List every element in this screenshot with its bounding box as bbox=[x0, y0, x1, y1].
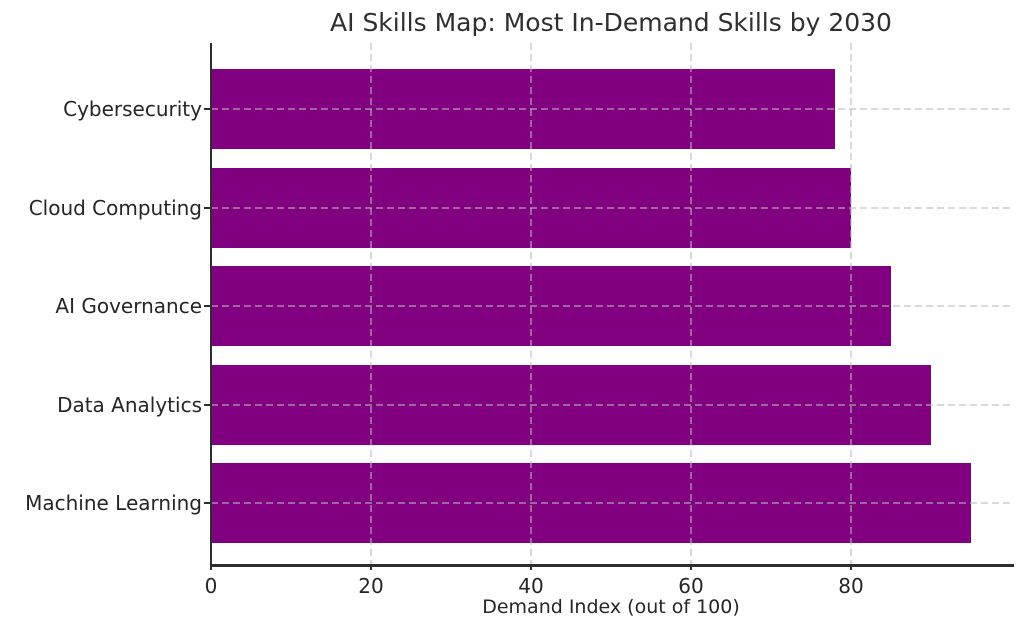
y-label-data-analytics: Data Analytics bbox=[57, 392, 202, 417]
y-tick-cloud-computing bbox=[204, 206, 211, 209]
y-label-ai-governance: AI Governance bbox=[55, 294, 202, 318]
x-tick-label-20: 20 bbox=[358, 574, 384, 598]
x-gridline-40 bbox=[530, 43, 532, 564]
x-gridline-80 bbox=[850, 43, 852, 564]
y-gridline-cybersecurity bbox=[211, 108, 1011, 110]
x-tick-80 bbox=[850, 564, 852, 570]
y-gridline-ai-governance bbox=[211, 305, 1011, 307]
x-tick-60 bbox=[690, 564, 692, 570]
x-tick-label-40: 40 bbox=[518, 574, 544, 598]
x-tick-40 bbox=[530, 564, 532, 570]
y-gridline-machine-learning bbox=[211, 502, 1011, 504]
y-label-cloud-computing: Cloud Computing bbox=[28, 195, 202, 220]
x-axis-label: Demand Index (out of 100) bbox=[482, 596, 740, 618]
y-label-machine-learning: Machine Learning bbox=[25, 491, 202, 515]
y-label-cybersecurity: Cybersecurity bbox=[63, 97, 202, 121]
chart-title: AI Skills Map: Most In-Demand Skills by … bbox=[330, 8, 892, 37]
x-tick-label-60: 60 bbox=[678, 574, 704, 598]
y-gridline-data-analytics bbox=[211, 403, 1011, 406]
y-tick-ai-governance bbox=[204, 305, 211, 307]
bottom-axis-spine bbox=[210, 564, 1014, 567]
x-tick-20 bbox=[370, 564, 372, 570]
left-axis-spine bbox=[210, 43, 212, 564]
x-tick-label-0: 0 bbox=[204, 574, 218, 598]
y-gridline-cloud-computing bbox=[211, 206, 1011, 209]
y-tick-data-analytics bbox=[204, 403, 211, 406]
y-tick-machine-learning bbox=[204, 502, 211, 504]
x-gridline-20 bbox=[370, 43, 372, 564]
x-gridline-60 bbox=[690, 43, 692, 564]
x-tick-label-80: 80 bbox=[838, 574, 864, 598]
y-tick-cybersecurity bbox=[204, 108, 211, 110]
x-tick-0 bbox=[210, 564, 212, 570]
